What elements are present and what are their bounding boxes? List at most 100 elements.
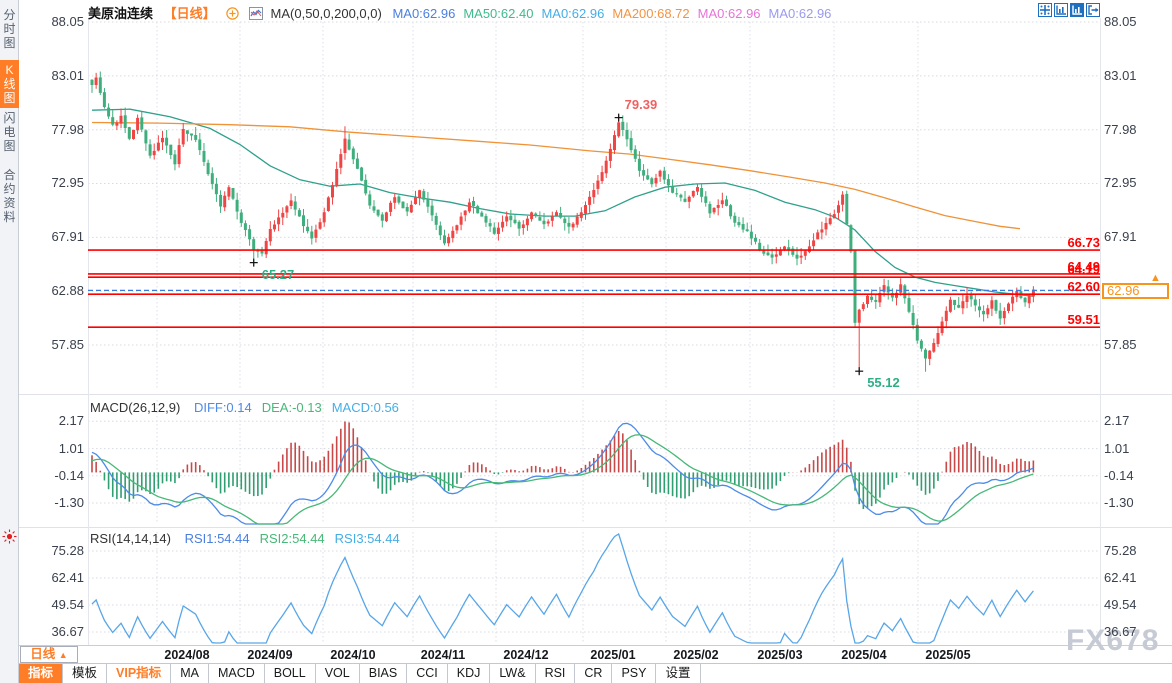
price-axis-tick: 88.05: [51, 14, 84, 29]
rsi-title: RSI(14,14,14): [90, 531, 171, 546]
price-axis-tick: 62.88: [51, 283, 84, 299]
tab-boll[interactable]: BOLL: [265, 664, 316, 683]
symbol-name: 美原油连续: [88, 6, 154, 21]
ma-value-4: MA0:62.96: [697, 6, 761, 21]
axis-scale-icon[interactable]: [1054, 3, 1068, 17]
rsi-value-2: RSI3:54.44: [334, 531, 400, 546]
rsi-values-group: RSI1:54.44 RSI2:54.44 RSI3:54.44: [185, 531, 410, 546]
ma-value-0: MA0:62.96: [392, 6, 456, 21]
macd-values-group: DIFF:0.14 DEA:-0.13 MACD:0.56: [194, 400, 409, 415]
tab-bias[interactable]: BIAS: [360, 664, 408, 683]
tab-cci[interactable]: CCI: [407, 664, 448, 683]
ma-line-ma200: [91, 121, 1021, 230]
period-dropdown-label: 日线: [30, 647, 56, 661]
level-price-label: 64.19: [1067, 262, 1100, 278]
x-axis-month-label: 2024/10: [330, 648, 376, 662]
ma-params-label: MA(0,50,0,200,0,0): [270, 6, 382, 21]
x-axis-month-label: 2024/12: [503, 648, 549, 662]
x-axis-month-label: 2025/02: [673, 648, 719, 662]
candles-layer: [90, 71, 1035, 375]
tab-macd[interactable]: MACD: [209, 664, 265, 683]
macd-histogram: [91, 421, 1035, 509]
ma-value-3: MA200:68.72: [612, 6, 690, 21]
x-axis-month-label: 2024/09: [247, 648, 293, 662]
price-axis-tick: 57.85: [1104, 336, 1137, 352]
rsi-axis-tick: 75.28: [1104, 542, 1137, 558]
macd-axis-tick: -0.14: [54, 467, 84, 483]
pan-crosshair-icon[interactable]: [1038, 3, 1052, 17]
macd-value-0: DIFF:0.14: [193, 400, 252, 415]
tab-indicators[interactable]: 指标: [19, 664, 64, 683]
rsi-axis-tick: 62.41: [51, 569, 84, 585]
rsi-axis-tick: 49.54: [1104, 597, 1137, 612]
ma-line-ma50: [91, 108, 1035, 297]
rsi-value-1: RSI2:54.44: [259, 531, 325, 546]
tab-rsi[interactable]: RSI: [536, 664, 576, 683]
rsi-line: [91, 533, 1034, 644]
period-tag: 【日线】: [163, 6, 216, 21]
extreme-price-label: 79.39: [624, 96, 658, 112]
macd-axis-tick: -0.14: [1104, 467, 1134, 483]
price-axis-tick: 83.01: [51, 67, 84, 83]
tab-cr[interactable]: CR: [575, 664, 613, 683]
price-axis-tick: 57.85: [51, 336, 84, 352]
sidebar-item-timeshare[interactable]: 分时图: [3, 8, 16, 50]
chevron-up-icon: ▲: [58, 650, 68, 660]
exit-chart-icon[interactable]: [1086, 3, 1100, 17]
macd-axis-tick: 1.01: [58, 440, 84, 456]
price-up-arrow-icon: ▲: [1150, 272, 1161, 284]
macd-axis-tick: 2.17: [1104, 413, 1130, 429]
tab-templates[interactable]: 模板: [63, 664, 108, 683]
alert-sun-icon[interactable]: [2, 529, 17, 544]
rsi-axis-tick: 75.28: [51, 542, 84, 558]
tab-kdj[interactable]: KDJ: [448, 664, 491, 683]
rsi-header: RSI(14,14,14) RSI1:54.44 RSI2:54.44 RSI3:5…: [90, 531, 420, 546]
x-axis-month-label: 2024/11: [420, 648, 466, 662]
x-axis-month-label: 2025/01: [590, 648, 636, 662]
macd-axis-tick: 1.01: [1104, 440, 1130, 456]
tab-settings[interactable]: 设置: [656, 664, 701, 683]
axis-scale-active-icon[interactable]: [1070, 3, 1084, 17]
chart-type-sidebar: 分时图 K线图 闪电图 合约资料: [0, 0, 19, 683]
tab-ma[interactable]: MA: [171, 664, 209, 683]
price-axis-tick: 67.91: [1104, 229, 1137, 245]
ma-indicator-icon[interactable]: [248, 7, 263, 20]
watermark-logo: FX678: [1066, 624, 1160, 657]
indicator-tabstrip: 指标 模板 VIP指标 MA MACD BOLL VOL BIAS CCI KDJ LW& RSI CR…: [19, 663, 1172, 683]
macd-value-1: DEA:-0.13: [261, 400, 322, 415]
sidebar-item-lightning[interactable]: 闪电图: [3, 111, 16, 153]
price-axis-tick: 72.95: [1104, 175, 1137, 191]
chart-legend-bar: 美原油连续 【日线】 MA(0,50,0,200,0,0) MA0:62.96 M…: [88, 3, 839, 21]
x-axis-month-label: 2025/04: [841, 648, 887, 662]
price-axis-tick: 88.05: [1104, 14, 1137, 29]
x-axis-month-label: 2024/08: [164, 648, 210, 662]
price-axis-tick: 77.98: [51, 121, 84, 137]
period-dropdown[interactable]: 日线 ▲: [20, 646, 78, 663]
sidebar-item-kline[interactable]: K线图: [0, 60, 19, 108]
macd-axis-tick: -1.30: [1104, 495, 1134, 510]
tab-psy[interactable]: PSY: [612, 664, 657, 683]
tab-vip-indicators[interactable]: VIP指标: [107, 664, 172, 683]
ma-value-2: MA0:62.96: [541, 6, 605, 21]
ma-value-1: MA50:62.40: [463, 6, 534, 21]
tab-lwr[interactable]: LW&: [490, 664, 536, 683]
rsi-axis-tick: 49.54: [51, 597, 84, 612]
macd-axis-tick: -1.30: [54, 495, 84, 510]
level-price-label: 64.49: [1067, 258, 1100, 274]
sidebar-item-contract-info[interactable]: 合约资料: [3, 168, 16, 224]
extreme-price-label: 55.12: [867, 375, 900, 391]
ma-values-group: MA0:62.96 MA50:62.40 MA0:62.96 MA200:68.72 M…: [392, 6, 839, 21]
macd-title: MACD(26,12,9): [90, 400, 181, 415]
extreme-price-label: 65.27: [261, 266, 295, 282]
tab-vol[interactable]: VOL: [316, 664, 360, 683]
level-price-label: 62.60: [1067, 279, 1100, 295]
rsi-axis-tick: 36.67: [51, 624, 84, 639]
level-price-label: 66.73: [1067, 235, 1100, 251]
add-overlay-icon[interactable]: [226, 7, 239, 20]
price-axis-tick: 67.91: [51, 229, 84, 245]
ma-value-5: MA0:62.96: [768, 6, 832, 21]
macd-dea-line: [91, 434, 1034, 525]
current-price-tag: 62.96: [1102, 283, 1169, 299]
rsi-axis-tick: 36.67: [1104, 624, 1137, 639]
